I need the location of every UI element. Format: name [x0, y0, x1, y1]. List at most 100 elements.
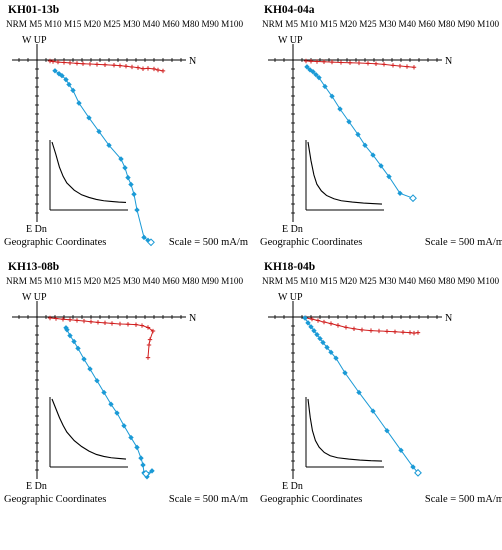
- horizontal-projection-point: [415, 330, 421, 335]
- vertical-projection-point: [311, 328, 317, 334]
- north-label: N: [445, 56, 452, 67]
- horizontal-projection-point: [381, 62, 387, 67]
- horizontal-projection-point: [411, 330, 417, 336]
- vertical-projection-point: [67, 332, 73, 339]
- vertical-projection-point: [414, 468, 422, 477]
- horizontal-projection-point: [373, 61, 379, 66]
- horizontal-projection-point: [150, 328, 156, 334]
- horizontal-projection-point: [125, 322, 131, 327]
- scale-label: Scale = 500 mA/m: [169, 237, 248, 248]
- vertical-projection-point: [355, 131, 361, 138]
- horizontal-projection-point: [404, 64, 410, 69]
- vertical-projection-point: [410, 464, 416, 470]
- scale-label: Scale = 500 mA/m: [425, 494, 502, 505]
- horizontal-projection-point: [376, 328, 382, 334]
- horizontal-projection-point: [338, 60, 344, 65]
- west-up-label: W UP: [22, 292, 47, 303]
- horizontal-projection-point: [102, 320, 108, 326]
- vertical-projection-point: [64, 327, 70, 333]
- horizontal-projection-point: [328, 321, 334, 326]
- vertical-projection-point: [409, 194, 417, 203]
- vertical-projection-point: [122, 165, 128, 171]
- vertical-projection-point: [322, 83, 328, 90]
- vertical-projection-point: [304, 64, 310, 70]
- north-label: N: [445, 313, 452, 324]
- vertical-projection-point: [346, 119, 352, 125]
- east-down-label: E Dn: [282, 224, 303, 235]
- coordinates-label: Geographic Coordinates: [260, 494, 362, 505]
- west-up-label: W UP: [278, 35, 303, 46]
- vertical-projection-point: [149, 468, 155, 474]
- vertical-projection-point: [125, 174, 131, 181]
- vertical-projection-point: [337, 106, 343, 112]
- zijderveld-panel: KH18-04b NRM M5 M10 M15 M20 M25 M30 M40 M…: [260, 261, 502, 505]
- horizontal-projection-point: [139, 323, 145, 328]
- vertical-projection-point: [121, 423, 127, 429]
- horizontal-projection-point: [145, 66, 151, 71]
- north-label: N: [189, 56, 196, 67]
- vertical-projection-point: [356, 389, 362, 396]
- vertical-projection-point: [75, 345, 81, 352]
- vertical-projection-point: [370, 152, 376, 158]
- vertical-projection-point: [128, 181, 134, 188]
- vertical-projection-point: [96, 128, 102, 135]
- vertical-projection-point: [81, 356, 87, 362]
- horizontal-projection-point: [356, 60, 362, 66]
- vertical-projection-point: [324, 344, 330, 351]
- vertical-projection-point: [131, 191, 137, 197]
- vertical-projection-point: [140, 462, 146, 468]
- horizontal-projection-point: [67, 317, 73, 322]
- horizontal-projection-point: [147, 337, 153, 342]
- vertical-projection-line: [54, 70, 152, 243]
- horizontal-projection-point: [133, 322, 139, 327]
- decay-curve: [307, 141, 383, 205]
- vertical-projection-point: [76, 100, 82, 106]
- demag-steps-label: NRM M5 M10 M15 M20 M25 M30 M40 M60 M80 M…: [6, 19, 244, 29]
- vertical-projection-point: [398, 447, 404, 454]
- decay-curve: [51, 141, 127, 203]
- horizontal-projection-point: [347, 60, 353, 65]
- vertical-projection-point: [302, 315, 308, 321]
- specimen-title: KH04-04a: [264, 4, 315, 16]
- horizontal-projection-point: [384, 329, 390, 334]
- vertical-projection-point: [59, 72, 65, 79]
- vertical-projection-point: [71, 338, 77, 345]
- west-up-label: W UP: [22, 35, 47, 46]
- vertical-projection-point: [108, 401, 114, 407]
- east-down-label: E Dn: [26, 224, 47, 235]
- decay-curve: [51, 398, 127, 460]
- demag-steps-label: NRM M5 M10 M15 M20 M25 M30 M40 M60 M80 M…: [6, 276, 244, 286]
- horizontal-projection-point: [390, 63, 396, 68]
- vertical-projection-point: [94, 378, 100, 384]
- horizontal-projection-point: [151, 66, 157, 72]
- vertical-projection-point: [308, 324, 314, 330]
- horizontal-projection-point: [47, 315, 53, 321]
- horizontal-projection-point: [155, 67, 161, 73]
- vertical-projection-point: [52, 68, 58, 74]
- horizontal-projection-point: [315, 318, 321, 323]
- vertical-projection-point: [317, 335, 323, 342]
- horizontal-projection-point: [400, 330, 406, 335]
- horizontal-projection-point: [53, 316, 59, 321]
- specimen-title: KH18-04b: [264, 261, 315, 273]
- north-label: N: [189, 313, 196, 324]
- vertical-projection-point: [314, 331, 320, 338]
- horizontal-projection-point: [314, 59, 320, 64]
- vertical-projection-point: [386, 173, 392, 180]
- horizontal-projection-point: [145, 355, 151, 360]
- vertical-projection-point: [86, 115, 92, 121]
- horizontal-projection-point: [55, 59, 61, 65]
- horizontal-projection-point: [80, 61, 86, 66]
- horizontal-projection-point: [303, 58, 309, 64]
- vertical-projection-point: [128, 434, 134, 441]
- scale-label: Scale = 500 mA/m: [425, 237, 502, 248]
- east-down-label: E Dn: [26, 481, 47, 492]
- vertical-projection-point: [362, 142, 368, 148]
- demag-steps-label: NRM M5 M10 M15 M20 M25 M30 M40 M60 M80 M…: [262, 276, 500, 286]
- horizontal-projection-point: [94, 62, 100, 67]
- horizontal-projection-point: [111, 63, 117, 68]
- vertical-projection-point: [310, 69, 316, 75]
- horizontal-projection-point: [129, 64, 135, 70]
- horizontal-projection-point: [61, 60, 67, 65]
- vertical-projection-point: [316, 74, 322, 81]
